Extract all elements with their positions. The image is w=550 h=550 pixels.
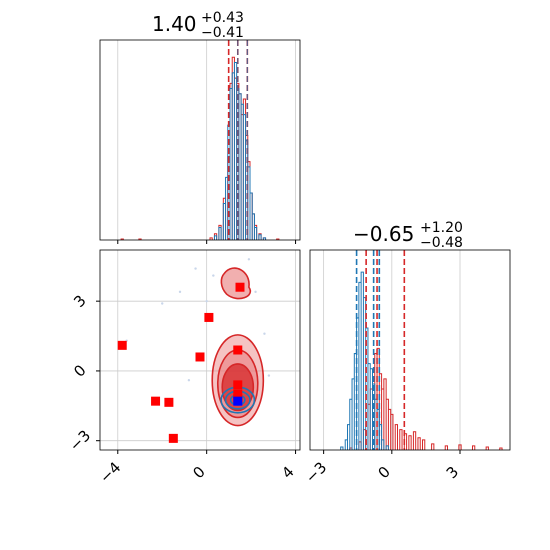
title-bottom-right-plus: +1.20 (420, 220, 463, 236)
x-tick-label: 0 (375, 463, 394, 482)
red-square-marker (235, 282, 245, 292)
blue-histogram-series (340, 271, 389, 450)
y-tick-label: −3 (66, 427, 94, 455)
x-tick-label: −4 (96, 458, 124, 486)
sample-point (161, 302, 164, 305)
red-histogram-series (349, 347, 503, 450)
red-square-marker (164, 397, 174, 407)
red-square-marker (195, 352, 205, 362)
title-bottom-right: −0.65 +1.20 −0.48 (353, 220, 463, 251)
bottom-left-scatter-panel: −4 0 4 −3 0 3 (66, 249, 301, 487)
x-tick-label: 0 (189, 463, 208, 482)
red-square-marker (233, 345, 243, 355)
red-square-marker (151, 396, 161, 406)
sample-point (254, 290, 257, 294)
x-tick-label: −3 (302, 458, 330, 486)
sample-point (205, 299, 208, 303)
red-square-marker (204, 312, 214, 322)
sample-point (263, 332, 266, 335)
title-top-left: 1.40 +0.43 −0.41 (152, 10, 244, 41)
panel-frame (309, 249, 511, 451)
sample-point (212, 274, 215, 277)
bottom-right-histogram-panel: −3 0 3 (302, 249, 511, 487)
title-top-left-value: 1.40 (152, 12, 197, 36)
top-left-histogram-panel (99, 39, 301, 244)
y-tick-label: 3 (70, 291, 89, 310)
red-square-marker (117, 340, 127, 350)
red-square-marker (233, 380, 243, 390)
sample-point (187, 379, 191, 382)
title-bottom-right-value: −0.65 (353, 222, 414, 246)
x-tick-label: 4 (278, 463, 297, 482)
panel-frame (99, 249, 301, 451)
red-histogram-series (120, 56, 280, 240)
title-top-left-plus: +0.43 (201, 10, 244, 26)
title-top-left-minus: −0.41 (201, 25, 244, 41)
sample-point (194, 267, 197, 270)
sample-point (267, 374, 271, 377)
red-square-marker (233, 389, 243, 399)
red-square-marker (168, 433, 178, 443)
y-tick-label: 0 (70, 361, 89, 380)
x-tick-label: 3 (443, 463, 462, 482)
sample-point (247, 258, 251, 261)
blue-histogram-series (213, 61, 267, 240)
blue-square-marker (233, 396, 243, 406)
panel-frame (99, 39, 301, 241)
title-bottom-right-minus: −0.48 (420, 235, 463, 251)
sample-point (178, 290, 182, 294)
